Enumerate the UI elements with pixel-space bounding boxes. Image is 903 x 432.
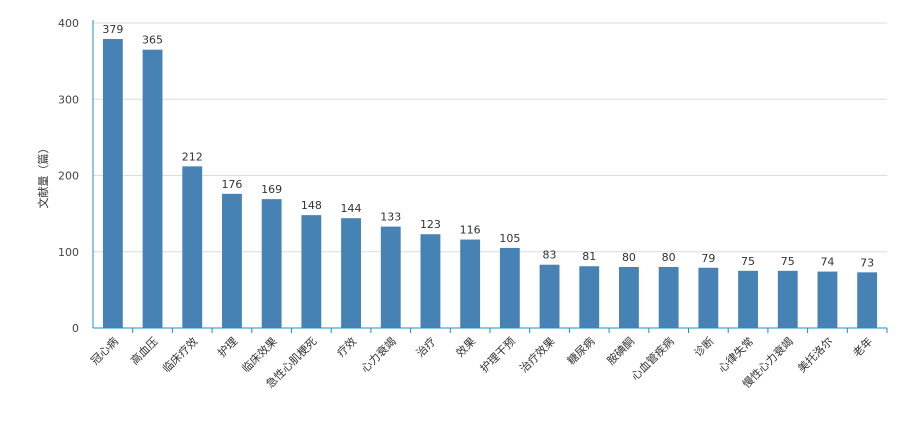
bar [142,49,163,328]
data-label: 105 [499,232,520,245]
data-label: 79 [701,252,715,265]
x-tick-label: 护理干预 [477,334,518,375]
data-label: 73 [860,256,874,269]
y-tick-label: 200 [58,170,79,183]
x-tick-label: 疗效 [334,334,359,359]
x-tick-label: 高血压 [127,334,160,367]
bar [698,267,719,328]
bar [301,215,322,328]
data-label: 144 [341,202,362,215]
bar [817,271,838,328]
data-label: 75 [781,255,795,268]
bars-group [102,39,878,328]
y-axis-title: 文献量（篇） [36,143,50,209]
x-tick-label: 治疗 [413,334,438,359]
x-tick-label: 治疗效果 [517,334,558,375]
x-tick-label: 美托洛尔 [795,334,836,375]
bar [777,270,798,328]
data-label: 148 [301,199,322,212]
data-labels-group: 379 365 212 176 169 148 144 133 123 116 105 83 81 80 8… [102,23,874,269]
bar [380,226,401,328]
x-tick-label: 胺碘酮 [604,334,637,367]
x-tick-label: 心力衰竭 [358,334,399,375]
bar [460,239,481,328]
bar [222,193,242,328]
x-tick-label: 冠心病 [88,334,121,367]
data-label: 80 [662,251,676,264]
y-tick-label: 0 [72,322,79,335]
bar [857,272,878,328]
x-tick-label: 效果 [453,334,478,359]
y-tick-labels: 0 100 200 300 400 [58,17,79,335]
data-label: 133 [380,211,401,224]
x-tick-label: 心律失常 [716,335,756,375]
x-tick-label: 诊断 [691,334,716,359]
bar [539,264,560,328]
bar [420,234,441,328]
y-tick-label: 100 [58,246,79,259]
data-label: 116 [460,224,481,237]
data-label: 169 [261,183,282,196]
data-label: 176 [221,178,242,191]
data-label: 83 [543,249,557,262]
bar [658,267,679,328]
x-tick-label: 糖尿病 [564,334,597,367]
bar [182,166,203,328]
data-label: 212 [182,150,203,163]
bar [261,199,282,328]
x-axis [93,327,888,333]
x-tick-label: 护理 [215,334,240,359]
data-label: 74 [820,256,834,269]
y-tick-label: 400 [58,17,79,30]
bar [738,270,758,328]
data-label: 379 [102,23,123,36]
bar [102,39,123,328]
bar [341,218,361,328]
x-tick-label: 临床疗效 [159,334,200,375]
data-label: 80 [622,251,636,264]
data-label: 365 [142,34,163,47]
data-label: 75 [741,255,755,268]
x-tick-label: 临床效果 [239,334,280,375]
x-tick-label: 心血管疾病 [628,334,677,383]
y-tick-label: 300 [58,93,79,106]
bar [499,247,520,328]
data-label: 123 [420,218,441,231]
bar [619,267,639,328]
bar [579,266,600,328]
data-label: 81 [582,250,596,263]
gridlines [93,22,887,253]
x-tick-label: 老年 [850,334,875,359]
